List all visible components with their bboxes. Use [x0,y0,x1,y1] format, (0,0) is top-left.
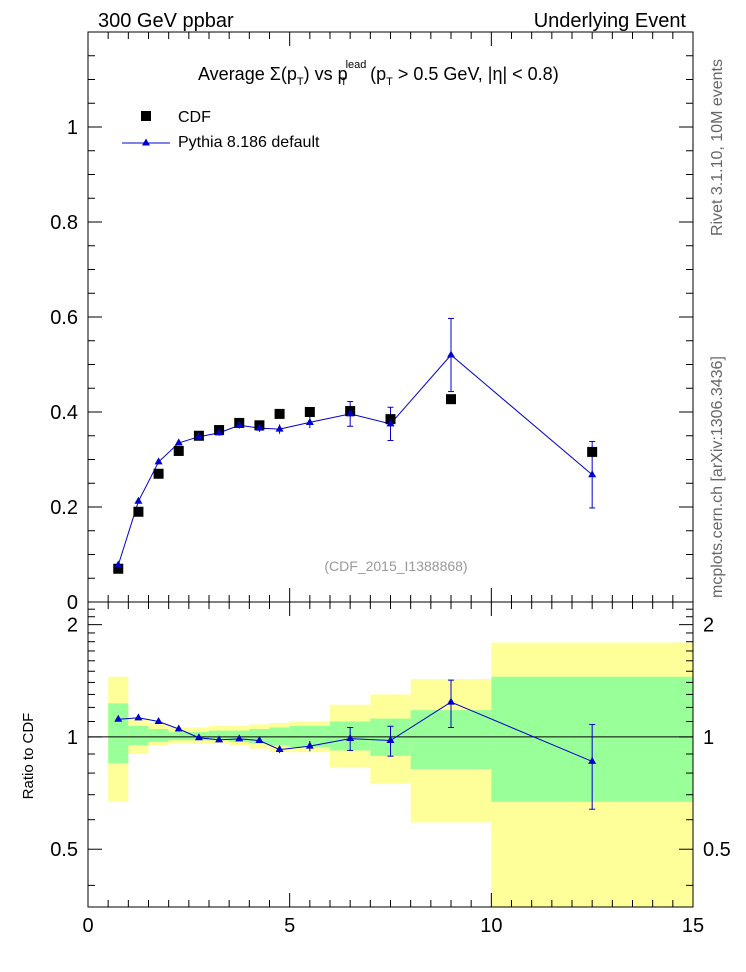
legend-mc-marker [142,138,150,146]
ratio-mc-point [447,697,455,705]
mc-point [154,457,163,465]
ratio-y-tick-label-right: 0.5 [703,839,731,861]
ratio-mc-point [114,714,123,722]
cdf-point [274,408,285,419]
rivet-version-label: Rivet 3.1.10, 10M events [709,59,726,236]
ratio-y-tick-label-left: 1 [67,727,78,749]
band-inner-0 [108,703,129,764]
mc-point [255,423,264,431]
ratio-y-tick-label-left: 0.5 [50,839,78,861]
mc-line [117,354,593,566]
x-tick-label: 0 [82,915,93,937]
cdf-point [133,506,144,517]
plot-title: Average Σ(pT) vs plead T (pT > 0.5 GeV, |… [198,59,559,88]
header-left: 300 GeV ppbar [98,10,234,32]
main-y-tick-label: 0 [67,592,78,614]
ratio-mc-point [215,735,224,743]
band-inner-1 [128,725,149,746]
header-right: Underlying Event [534,10,687,32]
analysis-id: (CDF_2015_I1388868) [324,558,467,574]
mc-point [386,419,395,427]
ratio-uncertainty-bands [108,642,693,907]
ratio-mc-point [154,716,163,724]
mc-point [134,496,143,504]
main-plot-data [113,317,598,574]
ratio-y-tick-label-right: 1 [703,727,714,749]
mcplots-label: mcplots.cern.ch [arXiv:1306.3436] [709,356,726,598]
ratio-plot-data [114,679,597,810]
ratio-mc-point [588,756,597,764]
band-inner-3 [168,732,189,741]
main-y-tick-label: 0.6 [50,307,78,329]
mc-point [588,470,597,478]
mc-point [346,409,355,417]
main-y-tick-label: 0.2 [50,497,78,519]
band-inner-2 [148,729,169,742]
legend-cdf-marker [141,111,151,121]
cdf-point [446,394,456,405]
ratio-mc-point [174,724,183,732]
ratio-mc-line [118,701,593,762]
cdf-point [153,468,164,479]
mc-point [215,428,224,436]
main-y-tick-label: 1 [67,117,78,139]
ratio-mc-point [386,736,395,744]
legend-mc-label: Pythia 8.186 default [178,134,320,151]
mc-point [114,560,123,568]
x-tick-label: 5 [284,915,295,937]
ratio-mc-point [255,736,264,744]
x-tick-label: 15 [682,915,704,937]
mc-point [305,417,314,425]
ratio-mc-point [235,734,244,742]
cdf-point [304,407,315,417]
cdf-point [587,446,598,457]
mc-point [275,424,284,432]
cdf-point [385,414,396,425]
ratio-y-tick-label-right: 2 [703,615,714,637]
ratio-mc-point [275,745,284,753]
plot-axes: 00.20.40.60.810 5 10 150.5 0.51 12 2 [50,31,731,937]
cdf-point [113,563,124,574]
ratio-mc-point [346,734,355,742]
legend-cdf-label: CDF [178,109,211,126]
ratio-y-tick-label-left: 2 [67,615,78,637]
legend: CDF Pythia 8.186 default [122,109,320,151]
ratio-y-label: Ratio to CDF [20,713,37,800]
mc-point [447,350,455,358]
cdf-point [173,445,184,456]
main-y-tick-label: 0.4 [50,402,78,424]
main-y-tick-label: 0.8 [50,212,78,234]
band-inner-8 [269,727,290,746]
x-tick-label: 10 [480,915,502,937]
mc-point [194,432,203,440]
ratio-mc-point [305,741,314,749]
ratio-mc-point [194,733,203,741]
mc-point [235,420,244,428]
ratio-mc-point [134,713,143,721]
mc-point [174,438,183,446]
